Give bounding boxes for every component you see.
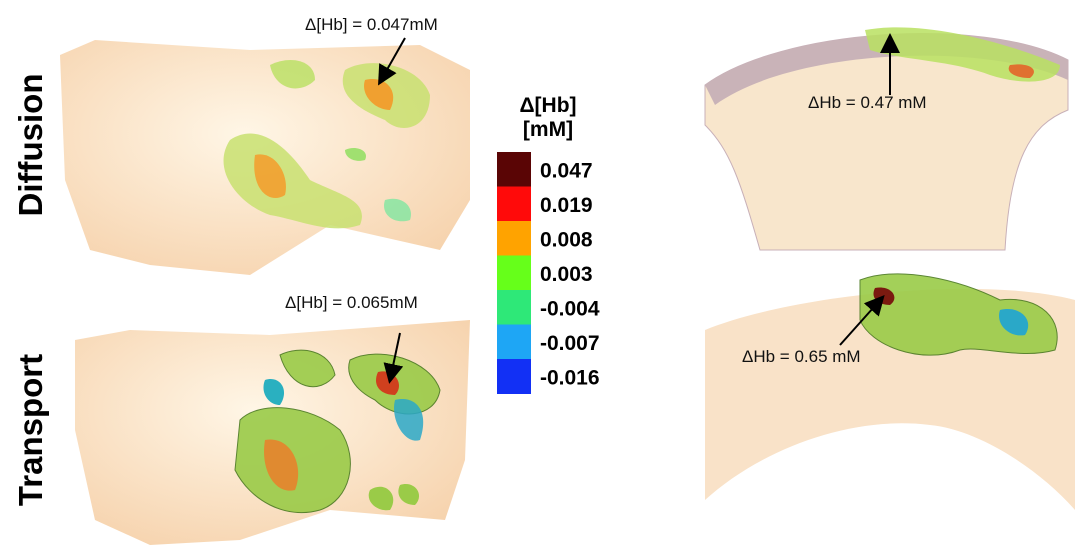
colorbar-swatch (497, 187, 531, 222)
figure: Diffusion Transport Δ[Hb] = 0.047mM Δ[Hb… (0, 0, 1078, 560)
colorbar-swatch (497, 221, 531, 256)
annotation: ΔHb = 0.47 mM (808, 93, 927, 112)
colorbar-label: -0.004 (540, 297, 600, 320)
colorbar: Δ[Hb] [mM] 0.047 0.019 0.008 0.003 -0.004 -0.… (497, 94, 600, 394)
diffusion-right-render (705, 27, 1068, 250)
row-label: Diffusion (12, 74, 49, 217)
transport-left-render (75, 320, 470, 545)
colorbar-title: [mM] (523, 118, 573, 141)
row-label: Transport (12, 354, 49, 506)
annotation: Δ[Hb] = 0.065mM (285, 293, 418, 312)
colorbar-label: 0.003 (540, 263, 593, 286)
colorbar-label: -0.016 (540, 366, 600, 389)
colorbar-title: Δ[Hb] (519, 94, 576, 117)
colorbar-swatch (497, 325, 531, 360)
colorbar-swatch (497, 152, 531, 187)
colorbar-label: 0.008 (540, 228, 593, 251)
colorbar-swatch (497, 290, 531, 325)
colorbar-swatch (497, 359, 531, 394)
colorbar-label: 0.019 (540, 194, 593, 217)
annotation: ΔHb = 0.65 mM (742, 347, 861, 366)
colorbar-label: 0.047 (540, 159, 593, 182)
transport-right-render (705, 274, 1075, 510)
colorbar-label: -0.007 (540, 332, 600, 355)
annotation: Δ[Hb] = 0.047mM (305, 15, 438, 34)
colorbar-swatch (497, 256, 531, 291)
diffusion-left-render (60, 40, 470, 275)
